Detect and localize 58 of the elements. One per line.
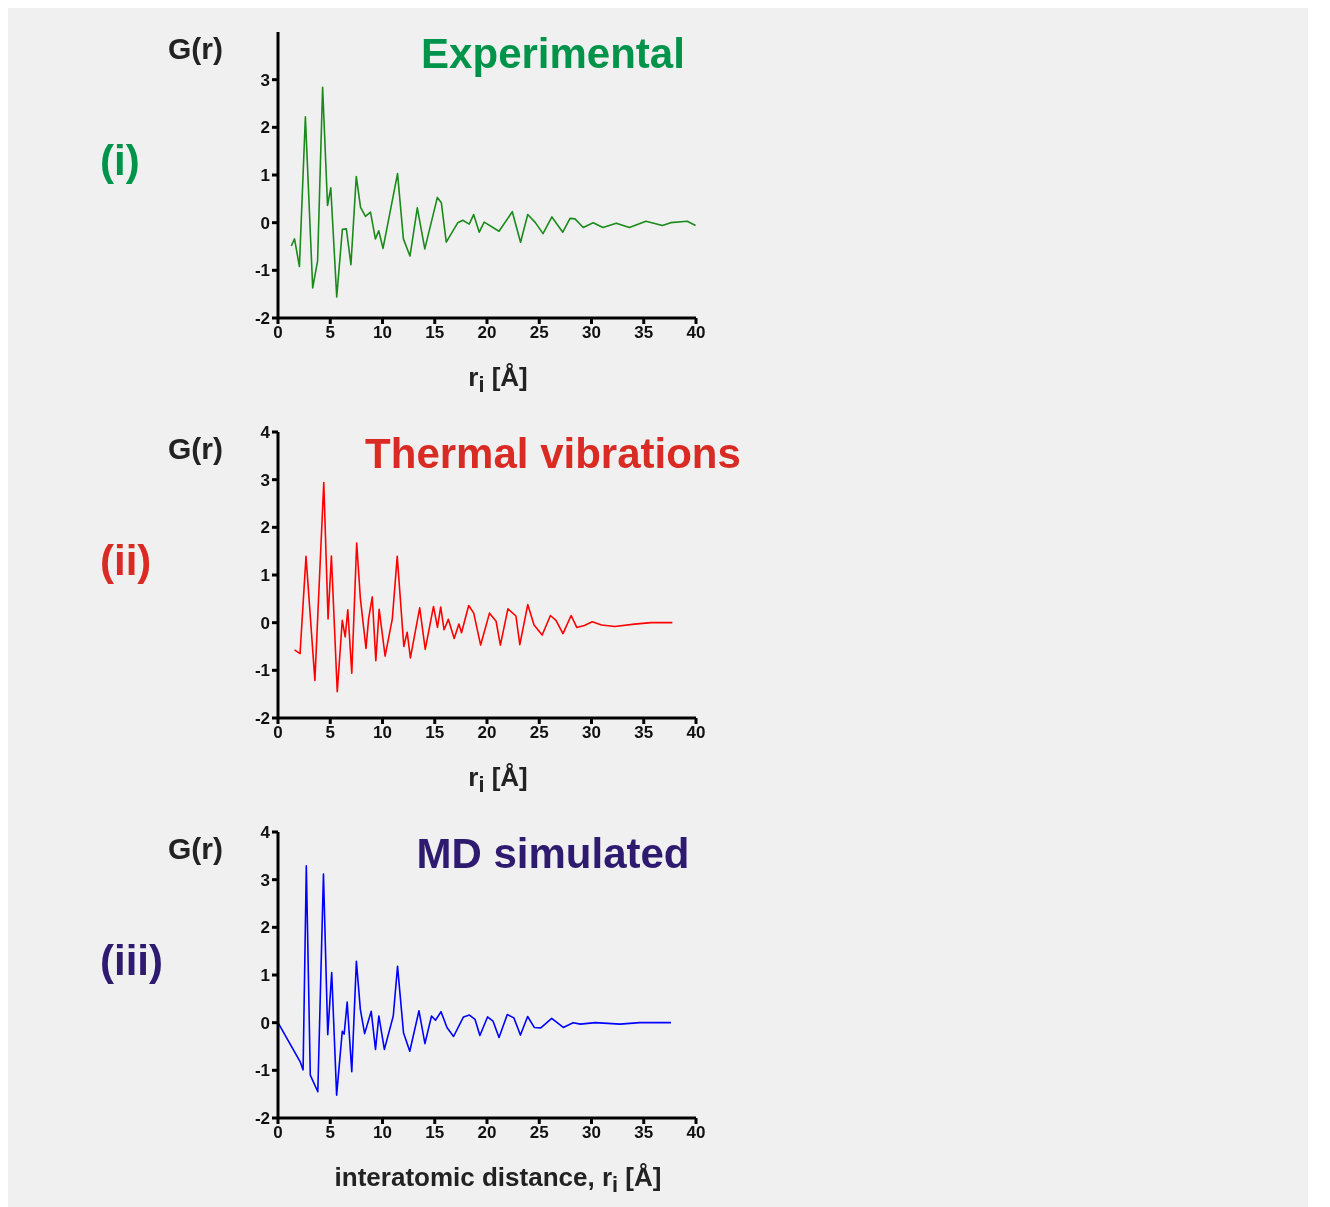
x-tick-label: 35 [634,1123,654,1143]
text: (i) [100,137,140,184]
x-tick-label: 15 [425,323,445,343]
x-tick-label: 20 [477,323,497,343]
y-tick-label: -2 [254,309,270,329]
x-tick-label: 5 [325,1123,335,1143]
text: (ii) [100,537,152,584]
y-tick-label: 1 [260,166,270,186]
y-tick-label: -1 [254,661,270,681]
x-tick-label: 20 [477,1123,497,1143]
y-tick-label: 0 [260,1013,270,1033]
y-tick-label: 3 [260,870,270,890]
x-tick-label: 25 [529,723,549,743]
x-tick-label: 35 [634,723,654,743]
y-tick-label: 1 [260,966,270,986]
y-axis-title: G(r) [168,432,223,465]
x-axis-title: r$_{i}$ [Å] [468,362,528,398]
x-tick-label: 5 [325,323,335,343]
y-tick-label: -2 [254,1109,270,1129]
x-axis-title: r$_{i}$ [Å] [468,762,528,798]
x-tick-label: 40 [686,723,706,743]
y-tick-label: 2 [260,118,270,138]
y-tick-label: 0 [260,213,270,233]
y-tick-label: 1 [260,566,270,586]
x-tick-label: 30 [582,1123,601,1143]
x-tick-label: 20 [477,723,497,743]
y-axis-title: G(r) [168,832,223,865]
chart-title: MD simulated [416,830,690,877]
x-tick-label: 15 [425,1123,445,1143]
line-series [290,86,696,298]
x-tick-label: 15 [425,723,445,743]
y-tick-label: 4 [260,823,271,843]
line-series [293,481,674,693]
x-tick-label: 25 [529,1123,549,1143]
y-tick-label: 3 [260,470,270,490]
x-tick-label: 40 [686,1123,706,1143]
y-tick-label: -1 [254,261,270,281]
y-tick-label: 0 [260,613,270,633]
text: (iii) [100,937,163,984]
y-tick-label: 4 [260,423,271,443]
x-axis-title: interatomic distance, r$_{i}$ [Å] [334,1162,662,1198]
chart-title: Thermal vibrations [365,430,741,477]
x-tick-label: 25 [529,323,549,343]
x-tick-label: 5 [325,723,335,743]
y-tick-label: 2 [260,918,270,938]
x-tick-label: 30 [582,323,601,343]
x-tick-label: 40 [686,323,706,343]
y-tick-label: -1 [254,1061,270,1081]
y-axis-title: G(r) [168,32,223,65]
x-tick-label: 35 [634,323,654,343]
x-tick-label: 10 [373,723,392,743]
y-tick-label: -2 [254,709,270,729]
x-tick-label: 10 [373,323,392,343]
y-tick-label: 3 [260,70,270,90]
chart-title: Experimental [421,30,685,77]
y-tick-label: 2 [260,518,270,538]
x-tick-label: 10 [373,1123,392,1143]
x-tick-label: 30 [582,723,601,743]
